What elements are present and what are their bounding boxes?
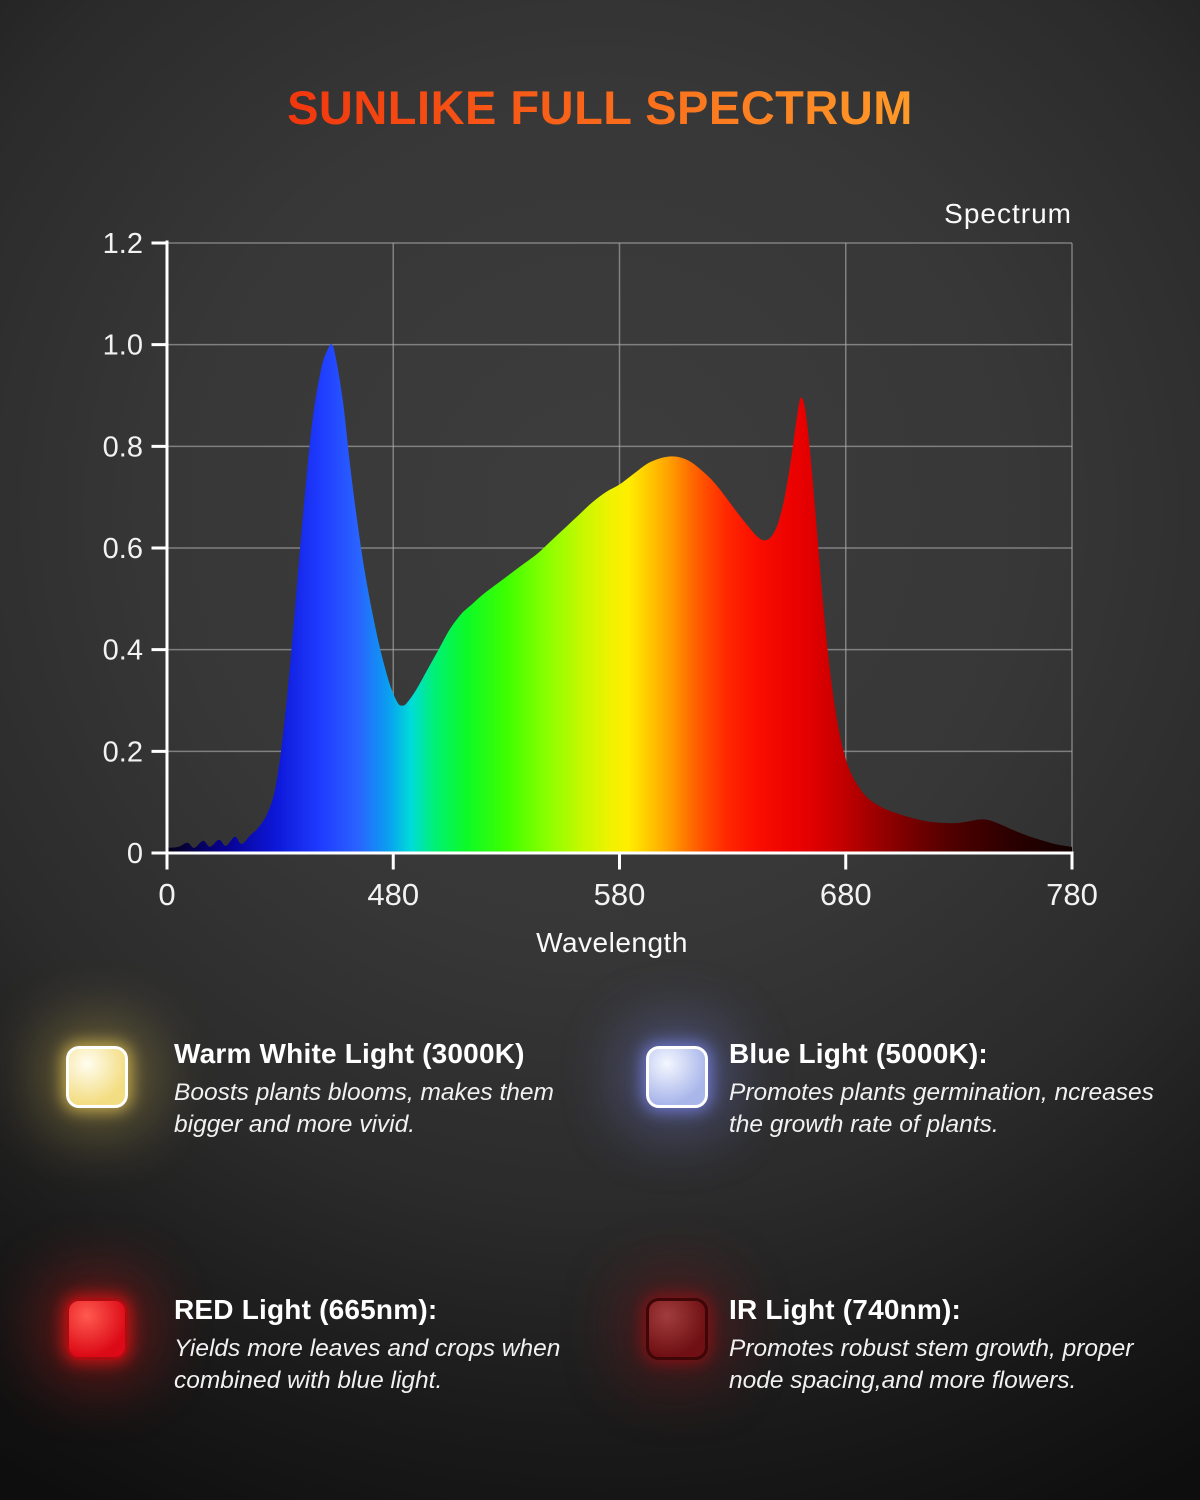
y-tick-label: 1.2	[103, 228, 143, 260]
legend-item-title: Warm White Light (3000K)	[174, 1038, 525, 1069]
legend-item-title: IR Light (740nm):	[729, 1294, 962, 1325]
y-tick-label: 0.4	[103, 635, 143, 667]
legend-item-description: Promotes robust stem growth, proper node…	[729, 1335, 1134, 1394]
page-title-row: SUNLIKE FULL SPECTRUM	[0, 80, 1200, 135]
legend-item-blue: Blue Light (5000K): Promotes plants germ…	[729, 1038, 1181, 1141]
legend-item-description: Boosts plants blooms, makes them bigger …	[174, 1079, 554, 1138]
x-tick-label: 0	[158, 877, 175, 912]
x-tick-label: 680	[820, 877, 872, 912]
spectrum-curve	[167, 343, 1072, 853]
legend-item-title: Blue Light (5000K):	[729, 1038, 988, 1069]
ir-led-icon	[646, 1298, 708, 1360]
x-axis-title: Wavelength	[536, 927, 688, 958]
spectrum-chart: 0 0.2 0.4 0.6 0.8 1.0 1.2 0 480 580 680 780 Spectru…	[103, 198, 1098, 958]
legend-item-ir: IR Light (740nm): Promotes robust stem g…	[729, 1294, 1181, 1397]
red-led-icon	[66, 1298, 128, 1360]
x-tick-label: 780	[1046, 877, 1098, 912]
legend-item-warm-white: Warm White Light (3000K) Boosts plants b…	[174, 1038, 626, 1141]
y-tick-label: 0	[127, 838, 143, 870]
legend-item-red: RED Light (665nm): Yields more leaves an…	[174, 1294, 626, 1397]
y-tick-label: 1.0	[103, 330, 143, 362]
blue-led-icon	[646, 1046, 708, 1108]
legend-item-title: RED Light (665nm):	[174, 1294, 438, 1325]
y-tick-label: 0.2	[103, 736, 143, 768]
legend-item-description: Promotes plants germination, ncreases th…	[729, 1079, 1154, 1138]
warm-white-led-icon	[66, 1046, 128, 1108]
x-tick-label: 580	[594, 877, 646, 912]
chart-axes	[151, 240, 1074, 870]
page-title: SUNLIKE FULL SPECTRUM	[287, 81, 913, 134]
y-tick-label: 0.6	[103, 533, 143, 565]
chart-caption: Spectrum	[944, 198, 1072, 229]
y-tick-label: 0.8	[103, 431, 143, 463]
x-tick-label: 480	[367, 877, 419, 912]
chart-tick-labels: 0 0.2 0.4 0.6 0.8 1.0 1.2 0 480 580 680 780	[103, 228, 1098, 912]
legend-item-description: Yields more leaves and crops when combin…	[174, 1335, 561, 1394]
